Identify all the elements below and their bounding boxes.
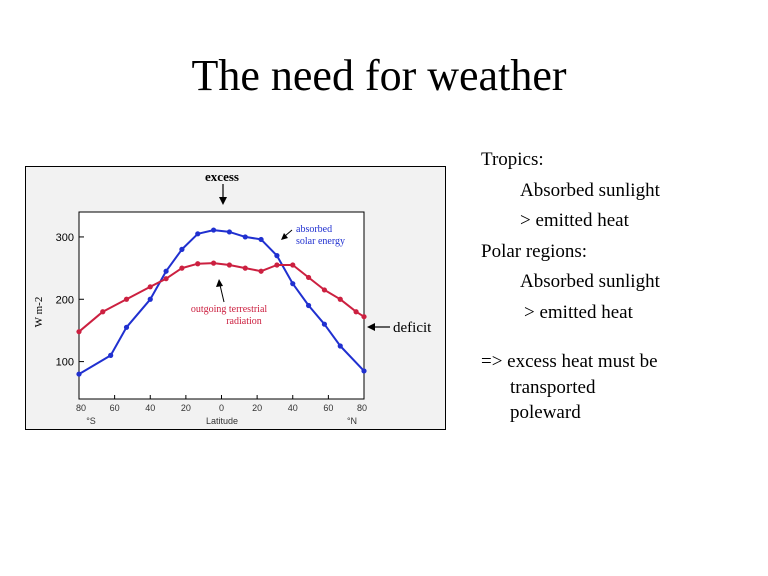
absorbed-data-point bbox=[147, 296, 153, 302]
polar-heading: Polar regions: bbox=[481, 240, 588, 262]
absorbed-pointer-head bbox=[281, 233, 288, 240]
absorbed-data-point bbox=[108, 352, 114, 358]
conclusion-line-2: transported bbox=[510, 376, 596, 398]
outgoing-pointer-head bbox=[216, 279, 223, 287]
series-layer bbox=[76, 227, 367, 377]
x-axis-label: Latitude bbox=[206, 416, 238, 426]
outgoing-label-line2: radiation bbox=[226, 316, 262, 327]
absorbed-data-point bbox=[337, 343, 343, 349]
absorbed-data-point bbox=[274, 253, 280, 259]
x-tick-label: 80 bbox=[357, 403, 367, 413]
conclusion-line-3: poleward bbox=[510, 402, 581, 423]
absorbed-data-point bbox=[163, 268, 169, 274]
outgoing-data-point bbox=[179, 265, 185, 271]
outgoing-data-point bbox=[242, 265, 248, 271]
x-tick-label: 20 bbox=[181, 403, 191, 413]
outgoing-data-point bbox=[337, 296, 343, 302]
south-hemisphere-label: °S bbox=[86, 416, 96, 426]
y-axis-label: W m-2 bbox=[33, 297, 45, 328]
x-tick-label: 40 bbox=[288, 403, 298, 413]
excess-arrowhead bbox=[219, 197, 227, 205]
absorbed-data-point bbox=[242, 234, 248, 240]
bullet-list: Tropics: Absorbed sunlight > emitted hea… bbox=[481, 145, 761, 426]
outgoing-data-point bbox=[290, 262, 296, 268]
tropics-line-1: Absorbed sunlight bbox=[520, 179, 660, 201]
absorbed-data-point bbox=[361, 368, 367, 374]
energy-balance-figure: 100 200 300 80 60 40 20 0 20 40 60 80 excess defic… bbox=[25, 166, 446, 430]
absorbed-data-point bbox=[258, 236, 264, 243]
excess-label: excess bbox=[205, 169, 239, 184]
absorbed-data-point bbox=[226, 229, 233, 235]
outgoing-data-point bbox=[100, 309, 106, 315]
slide-title: The need for weather bbox=[191, 51, 567, 100]
north-hemisphere-label: °N bbox=[347, 416, 357, 426]
outgoing-data-point bbox=[274, 262, 280, 268]
tropics-heading: Tropics: bbox=[481, 149, 544, 170]
conclusion-line-1: => excess heat must be bbox=[481, 351, 658, 372]
outgoing-data-point bbox=[305, 274, 312, 281]
x-tick-label: 80 bbox=[76, 403, 86, 413]
outgoing-data-point bbox=[195, 261, 201, 267]
outgoing-data-point bbox=[76, 329, 82, 335]
outgoing-label-line1: outgoing terrestrial bbox=[191, 304, 268, 315]
outgoing-data-point bbox=[123, 296, 130, 302]
tropics-line-2: > emitted heat bbox=[520, 210, 629, 231]
outgoing-series-line bbox=[78, 262, 365, 333]
outgoing-data-point bbox=[321, 287, 328, 293]
outgoing-data-point bbox=[361, 314, 367, 320]
x-tick-label: 20 bbox=[252, 403, 262, 413]
y-tick-label: 200 bbox=[56, 294, 74, 306]
absorbed-pointer bbox=[284, 229, 293, 237]
absorbed-data-point bbox=[305, 302, 312, 309]
outgoing-data-point bbox=[258, 268, 264, 274]
absorbed-data-point bbox=[76, 371, 82, 377]
x-tick-label: 0 bbox=[219, 403, 224, 413]
absorbed-data-point bbox=[210, 227, 217, 233]
x-axis: 80 60 40 20 0 20 40 60 80 bbox=[76, 395, 367, 413]
polar-line-2: > emitted heat bbox=[524, 301, 633, 323]
absorbed-data-point bbox=[290, 281, 296, 287]
conclusion-block: => excess heat must be transported polew… bbox=[481, 349, 761, 426]
absorbed-data-point bbox=[195, 231, 201, 237]
outgoing-data-point bbox=[163, 276, 169, 282]
y-tick-label: 100 bbox=[56, 357, 74, 369]
y-axis: 100 200 300 bbox=[56, 232, 84, 369]
plot-area bbox=[78, 211, 365, 400]
outgoing-data-point bbox=[210, 260, 217, 266]
polar-line-1: Absorbed sunlight bbox=[520, 271, 660, 292]
outgoing-pointer bbox=[219, 284, 225, 303]
outgoing-data-point bbox=[226, 262, 233, 268]
outgoing-data-point bbox=[353, 309, 359, 315]
x-tick-label: 60 bbox=[323, 403, 333, 413]
absorbed-data-point bbox=[179, 246, 185, 252]
outgoing-data-point bbox=[147, 284, 153, 290]
deficit-label: deficit bbox=[393, 320, 432, 336]
absorbed-data-point bbox=[321, 321, 328, 327]
absorbed-data-point bbox=[123, 324, 130, 330]
x-tick-label: 60 bbox=[110, 403, 120, 413]
absorbed-label-line1: absorbed bbox=[296, 224, 332, 235]
x-tick-label: 40 bbox=[145, 403, 155, 413]
deficit-arrowhead bbox=[367, 323, 375, 331]
y-tick-label: 300 bbox=[56, 232, 74, 244]
absorbed-label-line2: solar energy bbox=[296, 236, 345, 247]
